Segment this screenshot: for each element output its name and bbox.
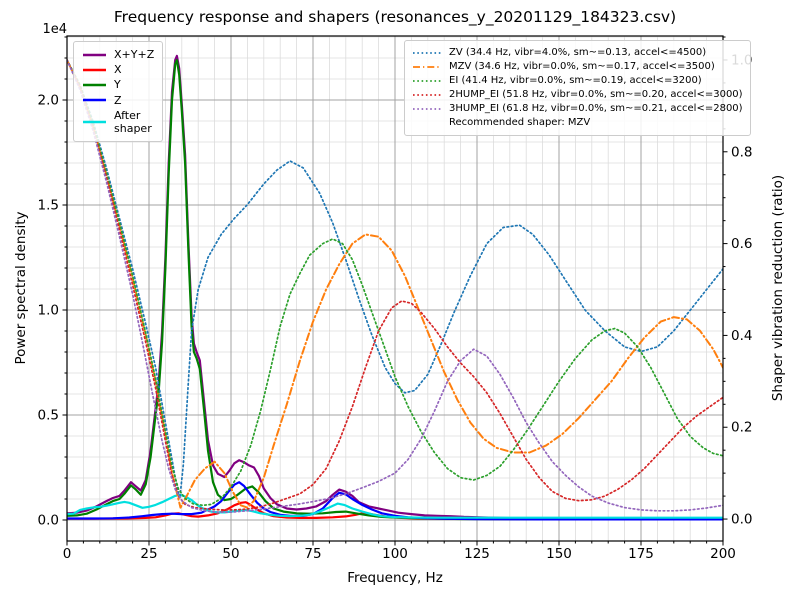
legend-item-x: X xyxy=(82,62,154,77)
y-right-tick-label: 0.6 xyxy=(731,236,752,252)
y-left-tick-label: 0.5 xyxy=(38,408,59,424)
legend-line-sample xyxy=(83,120,106,124)
y-axis-left-label: Power spectral density xyxy=(13,211,29,365)
legend-item-mzv: MZV (34.6 Hz, vibr=0.0%, sm~=0.17, accel… xyxy=(412,60,743,74)
legend-item-y: Y xyxy=(82,77,154,92)
series-shaper-ei xyxy=(67,59,723,507)
y-right-tick-label: 0.2 xyxy=(731,420,752,436)
legend-item-zv: ZV (34.4 Hz, vibr=4.0%, sm~=0.13, accel<… xyxy=(412,46,743,60)
x-tick-label: 75 xyxy=(304,546,321,562)
y-left-tick-label: 1.5 xyxy=(38,198,59,214)
x-tick-label: 50 xyxy=(222,546,239,562)
series-shaper-2hump-ei xyxy=(67,59,723,511)
legend-label: MZV (34.6 Hz, vibr=0.0%, sm~=0.17, accel… xyxy=(449,61,715,72)
series-psd-z xyxy=(67,481,723,521)
x-tick-label: 150 xyxy=(546,546,572,562)
legend-shapers: ZV (34.4 Hz, vibr=4.0%, sm~=0.13, accel<… xyxy=(404,40,751,136)
legend-line-sample xyxy=(413,108,441,110)
chart-title: Frequency response and shapers (resonanc… xyxy=(113,8,677,26)
legend-item-2hump-ei: 2HUMP_EI (51.8 Hz, vibr=0.0%, sm~=0.20, … xyxy=(412,88,743,102)
x-tick-label: 100 xyxy=(382,546,408,562)
legend-line-sample xyxy=(413,94,441,96)
legend-label: 2HUMP_EI (51.8 Hz, vibr=0.0%, sm~=0.20, … xyxy=(449,89,743,100)
legend-label: ZV (34.4 Hz, vibr=4.0%, sm~=0.13, accel<… xyxy=(449,47,707,58)
x-tick-label: 125 xyxy=(464,546,490,562)
legend-label: EI (41.4 Hz, vibr=0.0%, sm~=0.19, accel<… xyxy=(449,75,702,86)
y-right-tick-label: 0.4 xyxy=(731,328,752,344)
legend-line-sample xyxy=(413,80,441,82)
y-right-tick-label: 0.8 xyxy=(731,144,752,160)
x-axis-label: Frequency, Hz xyxy=(347,570,443,586)
legend-label: Y xyxy=(114,78,121,92)
x-tick-label: 200 xyxy=(710,546,736,562)
legend-item-recommended: Recommended shaper: MZV xyxy=(412,116,743,130)
y-axis-offset-label: 1e4 xyxy=(42,22,67,37)
legend-label: X+Y+Z xyxy=(114,48,155,61)
y-axis-right-label: Shaper vibration reduction (ratio) xyxy=(770,174,786,402)
x-tick-label: 175 xyxy=(628,546,654,562)
y-left-tick-label: 1.0 xyxy=(38,303,59,319)
x-tick-label: 0 xyxy=(63,546,72,562)
y-right-tick-label: 0.0 xyxy=(731,512,752,528)
legend-line-sample xyxy=(413,52,441,54)
legend-item-z: Z xyxy=(82,93,154,108)
legend-label: 3HUMP_EI (61.8 Hz, vibr=0.0%, sm~=0.21, … xyxy=(449,103,743,114)
legend-line-sample xyxy=(412,118,442,128)
series-shaper-3hump-ei xyxy=(67,59,723,514)
legend-item-xyz: X+Y+Z xyxy=(82,47,154,62)
legend-line-sample xyxy=(83,53,106,56)
x-tick-label: 25 xyxy=(140,546,157,562)
legend-label: Z xyxy=(114,93,122,107)
legend-label: Recommended shaper: MZV xyxy=(449,117,591,128)
legend-label: After shaper xyxy=(114,108,152,135)
series-shaper-mzv xyxy=(67,59,723,509)
y-left-tick-label: 2.0 xyxy=(38,93,59,109)
legend-line-sample xyxy=(83,98,106,102)
legend-line-sample xyxy=(83,68,106,72)
legend-label: X xyxy=(114,63,122,77)
legend-line-sample xyxy=(413,66,441,68)
legend-item-after-shaper: After shaper xyxy=(82,108,154,136)
y-left-tick-label: 0.0 xyxy=(38,513,59,529)
series-psd-after-shaper xyxy=(67,493,723,519)
series-psd-y xyxy=(67,59,723,521)
series-group xyxy=(67,54,723,521)
legend-item-3hump-ei: 3HUMP_EI (61.8 Hz, vibr=0.0%, sm~=0.21, … xyxy=(412,102,743,116)
legend-line-sample xyxy=(83,83,106,87)
legend-item-ei: EI (41.4 Hz, vibr=0.0%, sm~=0.19, accel<… xyxy=(412,74,743,88)
legend-data-series: X+Y+Z X Y Z After shaper xyxy=(73,41,164,143)
